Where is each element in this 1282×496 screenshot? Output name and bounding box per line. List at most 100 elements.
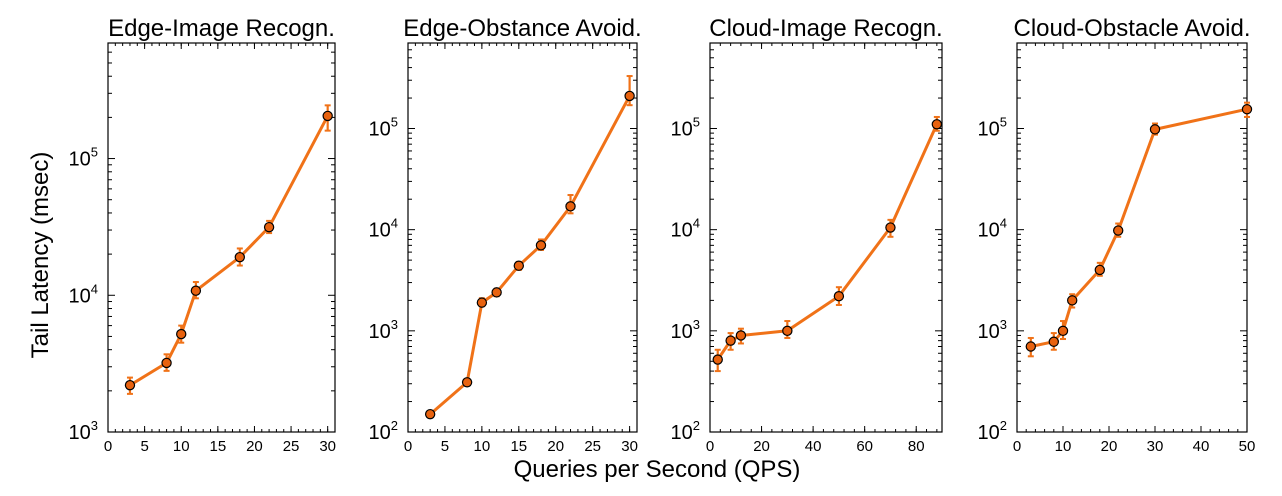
y-tick-exponent: 3 [391,317,398,332]
y-tick-base: 10 [978,118,1000,140]
plot-frame [107,42,336,433]
y-tick-label: 105 [369,114,398,140]
x-tick-label: 5 [140,438,148,455]
x-tick-label: 10 [474,438,491,455]
y-tick-base: 10 [671,118,693,140]
y-tick-exponent: 2 [391,418,398,433]
data-point [1025,341,1037,352]
x-tick-label: 0 [1013,438,1021,455]
panel-title: Edge-Obstance Avoid. [403,15,641,42]
panel-cloud-obstacle-avoidance: Cloud-Obstacle Avoid.0 10 20 30 40 5010210310… [978,15,1256,455]
x-tick-label: 15 [510,438,527,455]
x-tick-label: 15 [209,438,226,455]
plot-frame [407,42,638,433]
x-tick-label: 20 [246,438,263,455]
y-tick-base: 10 [978,422,1000,444]
data-point [491,287,502,298]
y-tick-label: 102 [978,418,1007,444]
data-point [1057,325,1069,337]
x-tick-label: 30 [319,438,336,455]
data-point [461,377,473,388]
y-tick-label: 103 [369,317,398,343]
x-tick-label: 25 [283,438,300,455]
y-tick-exponent: 5 [693,114,700,129]
y-tick-base: 10 [369,118,391,140]
y-tick-label: 104 [978,216,1007,242]
y-tick-label: 104 [69,281,98,307]
data-point [424,408,436,420]
data-point [1241,104,1253,115]
x-tick-label: 30 [1147,438,1164,455]
x-tick-label: 20 [547,438,564,455]
data-point [735,330,747,341]
y-tick-exponent: 4 [1000,216,1007,231]
data-point [124,379,136,391]
series-line [1030,107,1248,348]
panel-edge-obstacle-avoidance: Edge-Obstance Avoid.0 5 10 15 20 25 3010210310… [369,15,642,455]
data-point [176,328,187,340]
data-point [782,325,793,337]
data-point [833,290,845,302]
y-tick-label: 103 [671,317,700,343]
panel-title: Edge-Image Recogn. [108,15,335,42]
y-tick-exponent: 3 [693,317,700,332]
x-tick-label: 40 [1193,438,1210,455]
panel-title: Cloud-Image Recogn. [709,15,942,42]
series-line [429,95,631,416]
series-line [129,115,330,387]
data-point [624,90,635,102]
y-tick-base: 10 [69,149,91,171]
y-tick-base: 10 [978,321,1000,343]
data-point [1094,264,1106,276]
data-point [263,221,275,233]
y-tick-base: 10 [369,220,391,242]
data-point [565,201,576,212]
panel-title: Cloud-Obstacle Avoid. [1013,15,1250,42]
y-tick-exponent: 5 [91,145,98,160]
y-tick-base: 10 [978,220,1000,242]
x-tick-label: 25 [584,438,601,455]
y-tick-exponent: 5 [1000,114,1007,129]
data-point [234,251,246,263]
y-tick-label: 103 [978,317,1007,343]
y-tick-base: 10 [69,422,91,444]
y-tick-label: 102 [671,418,700,444]
y-tick-base: 10 [369,321,391,343]
data-point [931,119,943,130]
y-tick-label: 105 [671,114,700,140]
y-tick-base: 10 [671,321,693,343]
x-tick-label: 40 [805,438,822,455]
data-point [1066,295,1078,306]
x-axis-label: Queries per Second (QPS) [514,456,801,483]
data-point [1048,336,1060,347]
y-tick-exponent: 4 [391,216,398,231]
y-axis-label: Tail Latency (msec) [27,152,54,359]
data-point [161,357,172,369]
x-tick-label: 30 [621,438,638,455]
x-tick-label: 5 [441,438,449,455]
x-tick-label: 10 [173,438,190,455]
data-point [1112,225,1124,236]
x-tick-label: 20 [753,438,770,455]
y-tick-exponent: 4 [693,216,700,231]
x-tick-label: 60 [856,438,873,455]
y-tick-label: 102 [369,418,398,444]
data-point [513,260,525,271]
x-tick-label: 0 [404,438,412,455]
x-tick-label: 10 [1055,438,1072,455]
y-tick-base: 10 [671,220,693,242]
y-tick-label: 105 [978,114,1007,140]
y-tick-label: 103 [69,418,98,444]
data-point [322,110,333,122]
x-tick-label: 80 [908,438,925,455]
y-tick-base: 10 [69,285,91,307]
data-point [725,335,736,346]
y-tick-exponent: 2 [1000,418,1007,433]
y-tick-label: 105 [69,145,98,171]
data-point [535,240,547,251]
y-tick-label: 104 [369,216,398,242]
y-tick-exponent: 5 [391,114,398,129]
